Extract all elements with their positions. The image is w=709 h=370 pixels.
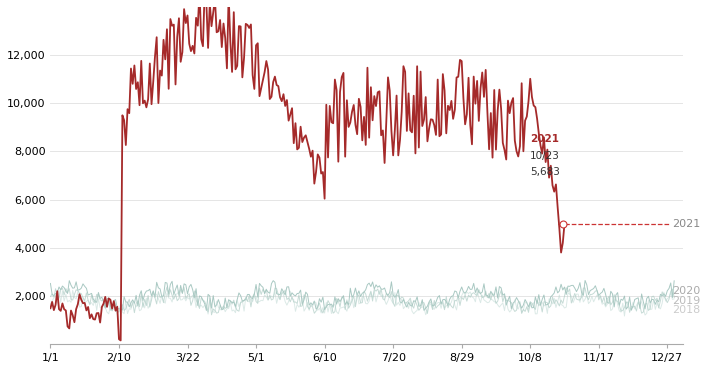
Text: 10/23: 10/23: [530, 151, 560, 161]
Text: 5,683: 5,683: [530, 168, 560, 178]
Text: 2020: 2020: [672, 286, 700, 296]
Text: 2019: 2019: [672, 296, 700, 306]
Text: 2018: 2018: [672, 305, 700, 315]
Text: 2021: 2021: [672, 219, 700, 229]
Text: 2021: 2021: [530, 134, 559, 144]
